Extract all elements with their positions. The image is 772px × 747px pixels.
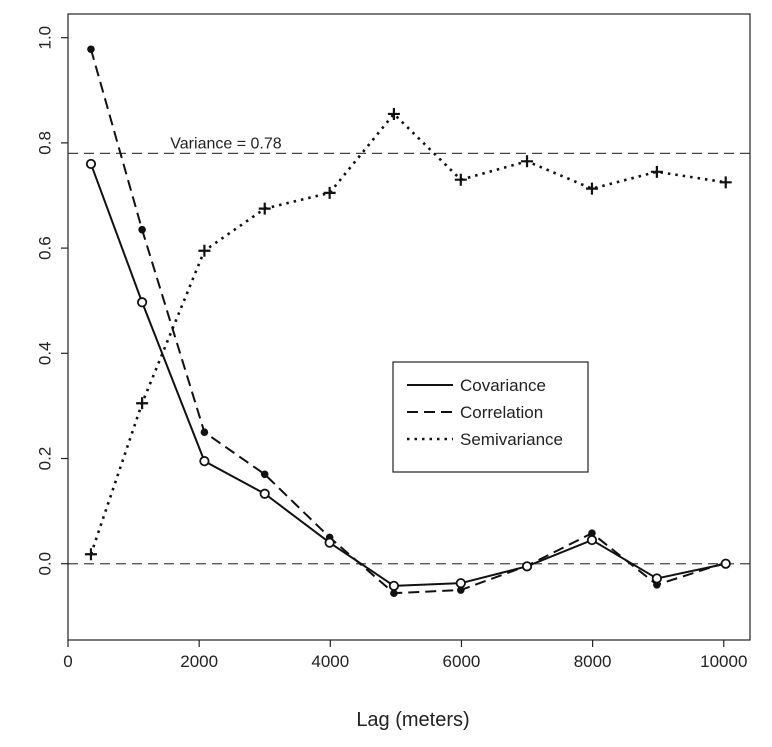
y-tick-label: 0.0 bbox=[35, 552, 54, 576]
legend-label-covariance: Covariance bbox=[460, 376, 546, 395]
legend: Covariance Correlation Semivariance bbox=[392, 361, 589, 473]
data-point-semivariance bbox=[454, 173, 467, 186]
x-axis-label: Lag (meters) bbox=[356, 709, 469, 731]
data-point-covariance bbox=[85, 158, 97, 170]
y-tick-label: 0.2 bbox=[35, 447, 54, 471]
plot-frame bbox=[67, 13, 751, 641]
y-tick-label: 0.8 bbox=[35, 131, 54, 155]
y-tick-label: 0.6 bbox=[35, 236, 54, 260]
data-point-semivariance bbox=[585, 182, 598, 195]
x-axis: 0 2000 4000 6000 8000 10000 bbox=[63, 640, 747, 671]
y-tick-label: 1.0 bbox=[35, 26, 54, 50]
data-point-semivariance bbox=[521, 155, 534, 168]
series-line-correlation bbox=[89, 48, 727, 595]
data-point-covariance bbox=[455, 578, 466, 589]
series-covariance bbox=[85, 158, 731, 591]
x-tick-label: 2000 bbox=[180, 652, 218, 671]
y-tick-label: 0.4 bbox=[35, 341, 54, 365]
data-point-semivariance bbox=[650, 165, 663, 178]
reference-lines bbox=[68, 152, 750, 565]
legend-box bbox=[392, 361, 589, 473]
data-point-covariance bbox=[259, 488, 270, 499]
data-point-correlation bbox=[390, 589, 398, 597]
data-point-correlation bbox=[588, 529, 596, 538]
series-line-semivariance bbox=[89, 112, 726, 555]
data-point-correlation bbox=[457, 586, 465, 594]
series-semivariance bbox=[84, 107, 732, 561]
data-point-semivariance bbox=[198, 244, 211, 257]
variance-label: Variance = 0.78 bbox=[170, 135, 281, 152]
series-layer bbox=[84, 45, 732, 597]
data-point-semivariance bbox=[84, 548, 97, 561]
x-tick-label: 8000 bbox=[574, 652, 612, 671]
data-point-correlation bbox=[200, 428, 209, 437]
data-point-covariance bbox=[388, 580, 400, 591]
data-point-correlation bbox=[87, 45, 95, 54]
legend-label-correlation: Correlation bbox=[460, 403, 543, 422]
x-tick-label: 0 bbox=[63, 652, 72, 671]
data-point-covariance bbox=[720, 558, 731, 569]
legend-label-semivariance: Semivariance bbox=[460, 430, 563, 449]
data-point-semivariance bbox=[719, 176, 732, 189]
data-point-covariance bbox=[199, 456, 210, 467]
data-point-covariance bbox=[651, 573, 662, 584]
data-point-covariance bbox=[137, 297, 148, 308]
data-point-semivariance bbox=[258, 202, 271, 215]
data-point-covariance bbox=[324, 537, 335, 548]
x-tick-label: 10000 bbox=[700, 652, 747, 671]
data-point-semivariance bbox=[387, 107, 400, 120]
data-point-correlation bbox=[138, 225, 146, 234]
y-axis: 0.0 0.2 0.4 0.6 0.8 1.0 bbox=[35, 26, 68, 576]
x-tick-label: 6000 bbox=[443, 652, 481, 671]
data-point-correlation bbox=[260, 470, 269, 479]
data-point-semivariance bbox=[136, 397, 149, 410]
data-point-semivariance bbox=[323, 186, 336, 199]
x-tick-label: 4000 bbox=[311, 652, 349, 671]
data-point-covariance bbox=[521, 561, 533, 572]
data-point-covariance bbox=[586, 534, 598, 546]
